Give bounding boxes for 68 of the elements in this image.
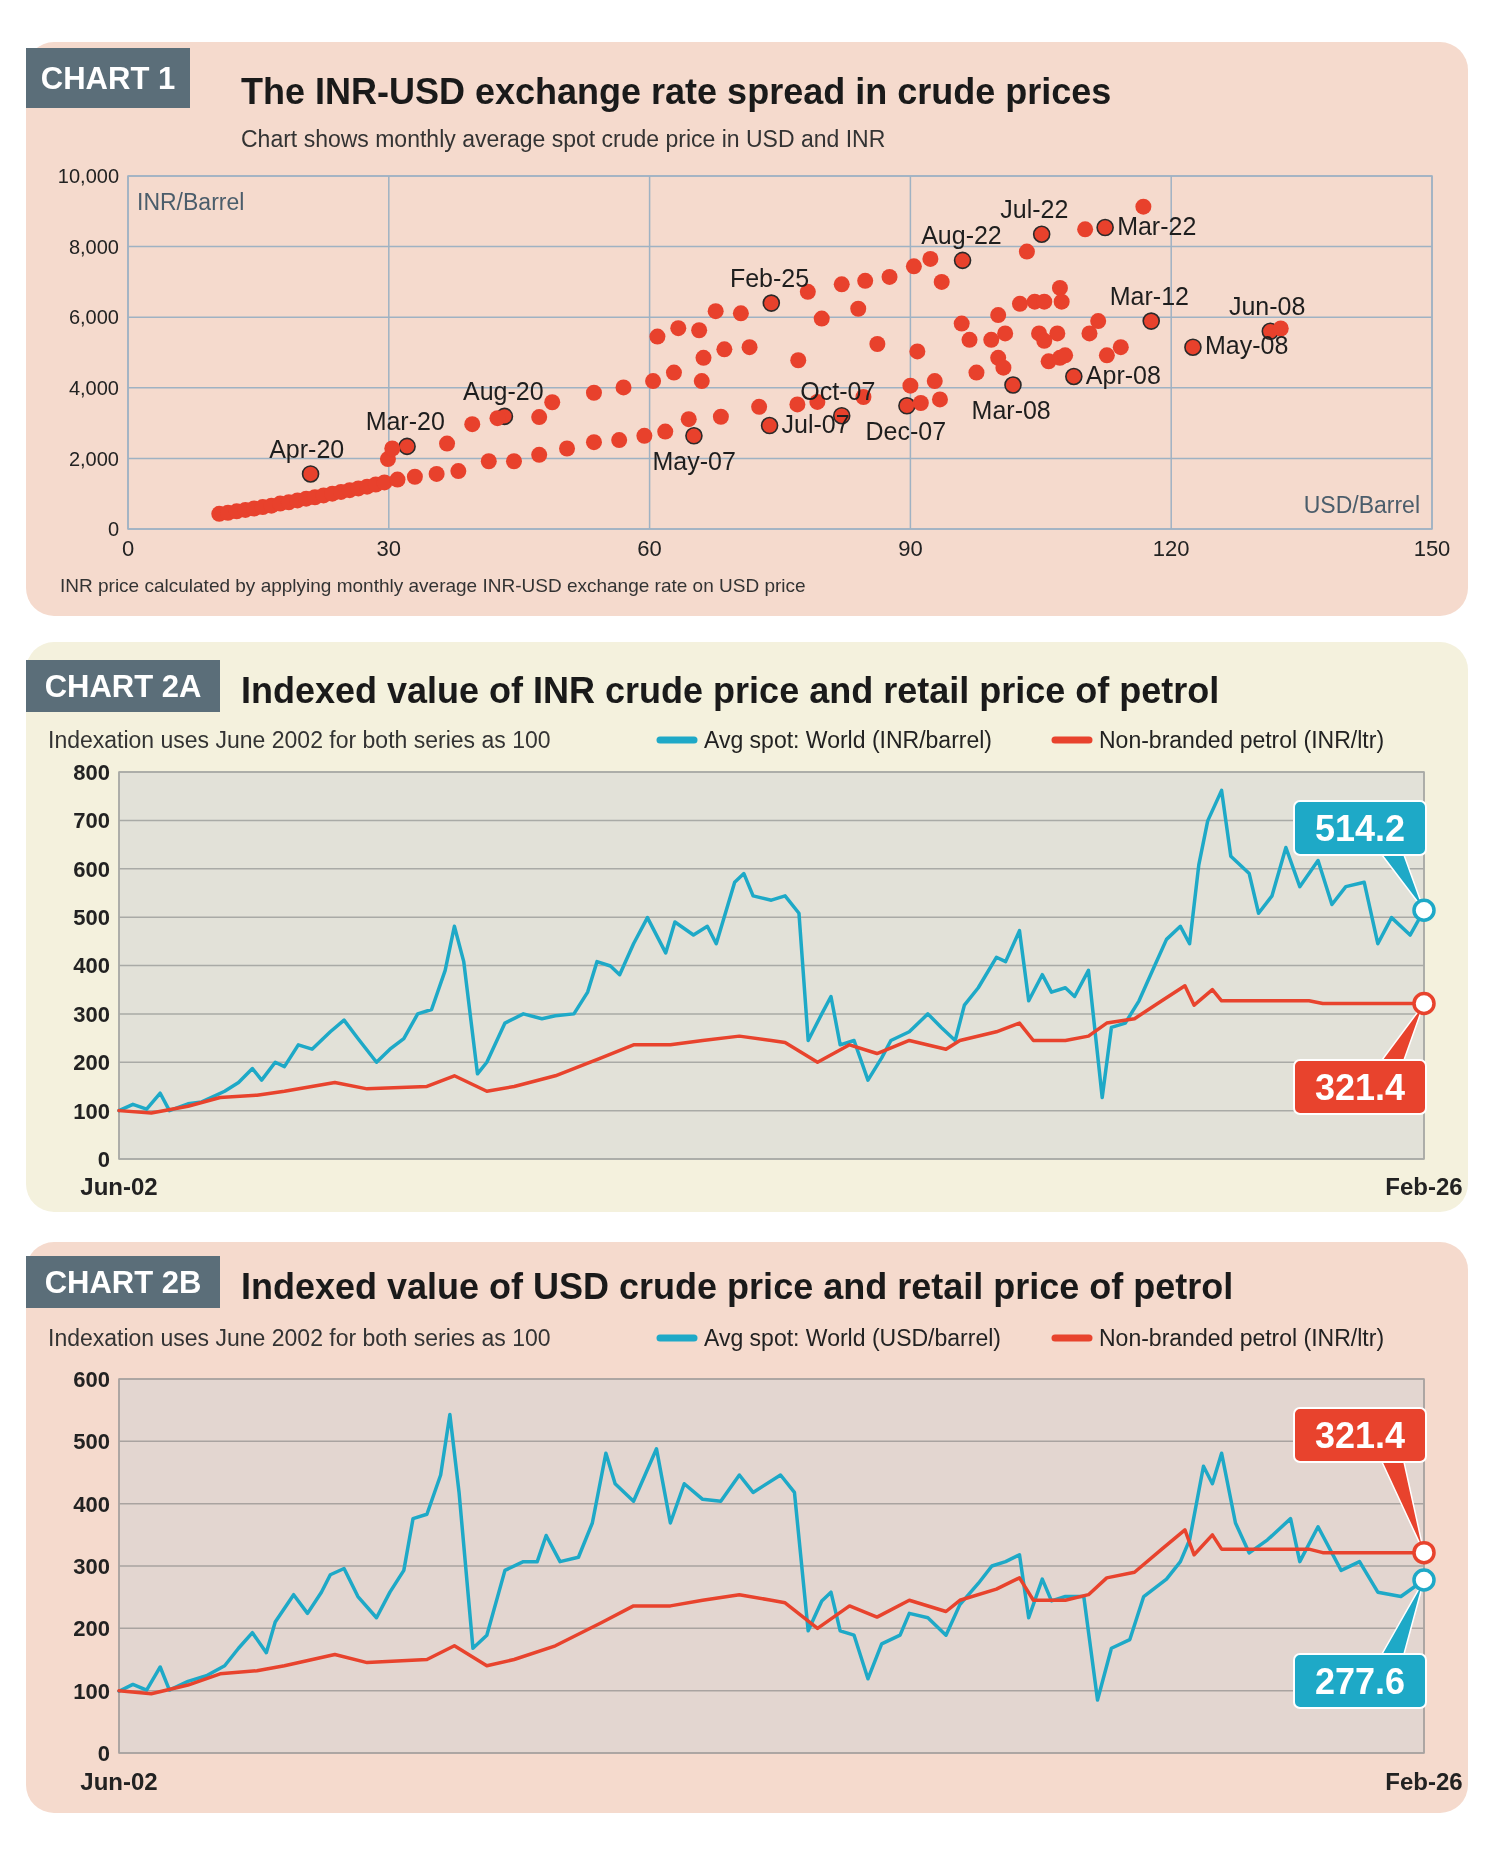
text: INR price calculated by applying monthly average INR-USD exchange rate on USD price [60,575,806,596]
annotation: May-07 [652,446,736,475]
annotation: Apr-20 [269,434,345,463]
y-axis-title: INR/Barrel [137,189,245,215]
chart-subtitle: Indexation uses June 2002 for both series as 100 [48,1325,551,1351]
y-tick-label: 0 [107,518,119,541]
chart-title: The INR-USD exchange rate spread in crude prices [241,71,1112,112]
y-tick-label: 0 [97,1740,110,1766]
y-tick-label: 2,000 [68,447,119,470]
x-tick-label: 30 [376,536,402,561]
chart-subtitle: Indexation uses June 2002 for both series as 100 [48,727,551,753]
annotation: Aug-20 [463,377,544,406]
legend-label: Avg spot: World (USD/barrel) [704,1325,1001,1351]
y-tick-label: 8,000 [68,235,119,258]
x-tick-label: 0 [121,536,135,561]
y-tick-label: 6,000 [68,306,119,329]
y-tick-label: 300 [73,1001,110,1027]
annotation: 321.4 [1314,1415,1406,1456]
y-tick-label: 0 [97,1146,110,1172]
y-tick-label: 200 [73,1050,110,1076]
y-tick-label: 600 [73,856,110,882]
annotation: Jul-07 [781,409,850,438]
y-tick-label: 300 [73,1553,110,1579]
annotation: Mar-20 [365,407,445,436]
y-tick-label: 800 [73,759,110,785]
y-tick-label: 10,000 [57,165,119,188]
y-tick-label: 100 [73,1678,110,1704]
annotation: 514.2 [1314,808,1406,849]
annotation: Jun-08 [1228,292,1306,321]
y-tick-label: 200 [73,1616,110,1642]
annotation: Mar-12 [1109,282,1189,311]
annotation: Mar-22 [1117,211,1197,240]
y-tick-label: 100 [73,1098,110,1124]
y-tick-label: 400 [73,953,110,979]
legend-label: Avg spot: World (INR/barrel) [704,727,993,753]
annotation: Feb-25 [729,264,810,293]
y-tick-label: 600 [73,1366,110,1392]
annotation: Mar-08 [971,395,1051,424]
annotation: Apr-08 [1085,360,1161,389]
x-tick-label: 150 [1413,536,1451,561]
x-tick-label: Jun-02 [80,1173,158,1200]
chart-title: Indexed value of USD crude price and retail price of petrol [241,1266,1234,1307]
chart-title: Indexed value of INR crude price and retail price of petrol [241,670,1220,711]
x-axis-title: USD/Barrel [1303,492,1420,518]
chart-subtitle: Chart shows monthly average spot crude price in USD and INR [241,126,886,152]
x-tick-label: 90 [898,536,923,561]
annotation: Oct-07 [800,376,876,405]
y-tick-label: 400 [73,1491,110,1517]
y-tick-label: 500 [73,905,110,931]
y-tick-label: 4,000 [68,377,119,399]
caption: CHART 2B [44,1265,202,1300]
annotation: Aug-22 [921,221,1002,250]
y-tick-label: 500 [73,1429,110,1455]
annotation: Dec-07 [865,416,947,445]
x-tick-label: Feb-26 [1385,1768,1463,1795]
y-tick-label: 700 [73,808,110,834]
annotation: 277.6 [1314,1661,1406,1702]
x-tick-label: 60 [637,536,662,561]
caption: CHART 2A [44,669,202,704]
annotation: Jul-22 [1000,195,1069,224]
legend-label: Non-branded petrol (INR/ltr) [1099,727,1385,753]
legend-label: Non-branded petrol (INR/ltr) [1099,1325,1385,1351]
caption: CHART 1 [40,61,176,96]
annotation: May-08 [1204,331,1289,360]
x-tick-label: 120 [1152,536,1190,561]
x-tick-label: Feb-26 [1385,1173,1463,1200]
annotation: 321.4 [1314,1067,1406,1108]
x-tick-label: Jun-02 [80,1768,158,1795]
